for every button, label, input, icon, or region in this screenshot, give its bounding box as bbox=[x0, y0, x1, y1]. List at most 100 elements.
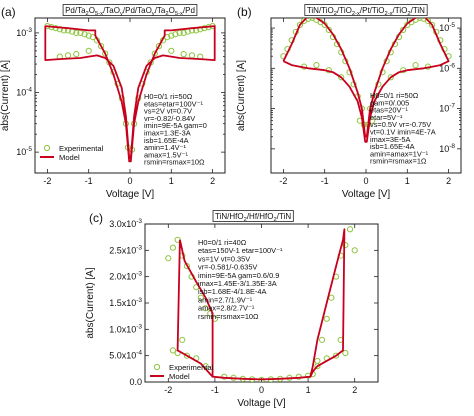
experimental-point-b bbox=[321, 21, 328, 28]
y-tick-label-a-base: 10 bbox=[16, 88, 26, 98]
y-tick-label-a: 10-3 bbox=[16, 27, 32, 38]
param-line-c: H0=0/1 ri=40Ω bbox=[198, 238, 247, 247]
param-line-b: etas=20V⁻¹ bbox=[370, 106, 408, 115]
x-tick-label-b: -2 bbox=[279, 176, 287, 186]
x-axis-label-c: Voltage [V] bbox=[237, 398, 286, 409]
title-part: Pd/Ta bbox=[65, 6, 86, 15]
y-tick-label-b-exp: -7 bbox=[449, 103, 455, 110]
y-tick-label-a: 10-4 bbox=[16, 87, 32, 98]
panel-title-text-a: Pd/Ta2O5-x/TaOy/Pd/TaOy/Ta2O5-x/Pd bbox=[65, 6, 195, 17]
param-line-c: rsmin=rsmax=10Ω bbox=[198, 312, 259, 321]
param-line-b: imax=3E-5A bbox=[370, 135, 411, 144]
param-line-a: isb=1.65E-4A bbox=[144, 136, 189, 145]
legend-label-c: Model bbox=[169, 372, 190, 381]
experimental-point-a bbox=[180, 29, 187, 37]
experimental-point-b bbox=[313, 62, 320, 69]
y-tick-label-c-base: 3.0x10 bbox=[109, 219, 136, 229]
x-tick-label-b: 0 bbox=[363, 176, 368, 186]
experimental-point-a bbox=[73, 51, 80, 58]
y-tick-label-c: 0.0 bbox=[129, 377, 142, 387]
experimental-point-a bbox=[97, 43, 105, 50]
experimental-point-c bbox=[342, 349, 349, 357]
y-tick-label-c: 3.0x10-3 bbox=[109, 218, 142, 229]
x-axis-label-b: Voltage [V] bbox=[342, 189, 391, 200]
x-tick-label-a: 1 bbox=[169, 176, 174, 186]
title-part: 2 bbox=[407, 11, 410, 17]
experimental-point-a bbox=[168, 47, 175, 54]
y-tick-label-b-base: 10 bbox=[439, 144, 449, 154]
experimental-point-a bbox=[85, 47, 92, 54]
param-line-b: etar=5V⁻¹ bbox=[370, 113, 403, 122]
y-tick-label-c: 1.5x10-3 bbox=[109, 297, 142, 308]
experimental-point-a bbox=[180, 51, 187, 58]
experimental-point-a bbox=[188, 52, 196, 59]
y-axis-label-a: abs(Current) [A] bbox=[0, 60, 11, 131]
y-tick-label-a-base: 10 bbox=[16, 28, 26, 38]
title-part: /TaO bbox=[103, 6, 120, 15]
y-tick-label-c-exp: -3 bbox=[136, 271, 142, 278]
param-line-b: gam=0/.005 bbox=[370, 98, 409, 107]
param-line-a: amax=1.5V⁻¹ bbox=[144, 150, 188, 159]
x-tick-label-a: 0 bbox=[127, 176, 132, 186]
series-group-a bbox=[44, 23, 216, 163]
panel-label-c: (c) bbox=[89, 211, 103, 225]
y-tick-label-c-base: 2.0x10 bbox=[109, 272, 136, 282]
title-part: 5-x bbox=[95, 11, 103, 17]
y-tick-label-b: 10-8 bbox=[439, 143, 455, 154]
experimental-point-a bbox=[172, 31, 179, 38]
x-tick-label-b: 2 bbox=[446, 176, 451, 186]
title-part: /TiN bbox=[277, 212, 292, 221]
title-part: /Pd/TaO bbox=[123, 6, 152, 15]
experimental-point-c bbox=[197, 294, 205, 301]
panel-label-a: (a) bbox=[1, 5, 16, 19]
legend-marker-experimental-a bbox=[43, 144, 51, 152]
y-tick-label-c-base: 0.0 bbox=[129, 377, 142, 387]
y-tick-label-b: 10-6 bbox=[439, 62, 455, 73]
x-tick-label-a: -2 bbox=[43, 176, 51, 186]
y-tick-label-a-exp: -4 bbox=[26, 87, 32, 94]
y-tick-label-c-exp: -4 bbox=[136, 350, 142, 357]
experimental-point-a bbox=[151, 50, 158, 57]
param-line-c: imin=9E-5A gam=0.6/0.9 bbox=[198, 271, 279, 280]
x-tick-label-c: -1 bbox=[211, 385, 219, 395]
experimental-point-a bbox=[155, 43, 163, 50]
experimental-point-b bbox=[416, 18, 423, 21]
experimental-point-b bbox=[338, 74, 345, 81]
title-part: /Ta bbox=[155, 6, 166, 15]
param-line-c: vr=-0.581/-0.635V bbox=[198, 263, 257, 272]
param-line-b: amin=amax=1V⁻¹ bbox=[370, 149, 429, 158]
param-line-a: rsmin=rsmax=10Ω bbox=[144, 158, 205, 167]
experimental-point-c bbox=[165, 255, 172, 262]
param-line-a: vr=-0.82/-0.84V bbox=[144, 114, 195, 123]
y-tick-label-b: 10-7 bbox=[439, 103, 455, 114]
experimental-point-b bbox=[412, 62, 419, 69]
model-line-a bbox=[44, 25, 216, 163]
experimental-point-c bbox=[346, 226, 354, 233]
title-part: O bbox=[89, 6, 95, 15]
experimental-point-c bbox=[318, 336, 326, 343]
legend-label-a: Experimental bbox=[59, 144, 104, 153]
panel-label-b: (b) bbox=[237, 5, 252, 19]
title-part: 2 bbox=[165, 11, 168, 17]
param-line-b: isb=1.65E-4A bbox=[370, 142, 415, 151]
experimental-point-b bbox=[424, 18, 432, 25]
experimental-point-a bbox=[102, 50, 109, 57]
title-part: /Pt/TiO bbox=[360, 6, 385, 15]
experimental-point-b bbox=[428, 21, 436, 28]
y-tick-label-b-base: 10 bbox=[439, 23, 449, 33]
y-tick-label-b: 10-5 bbox=[439, 22, 455, 33]
experimental-point-c bbox=[332, 352, 340, 359]
experimental-point-b bbox=[296, 21, 304, 28]
x-tick-label-b: 1 bbox=[405, 176, 410, 186]
y-tick-label-c: 2.5x10-3 bbox=[109, 244, 142, 255]
y-tick-label-b-base: 10 bbox=[439, 104, 449, 114]
param-line-b: H0=0/1 ri=50Ω bbox=[370, 91, 419, 100]
title-part: 2 bbox=[334, 11, 337, 17]
param-line-c: amax=2.8/2.7V⁻¹ bbox=[198, 304, 255, 313]
series-group-b bbox=[280, 18, 452, 143]
legend-label-c: Experimental bbox=[169, 363, 214, 372]
panel-title-box-a bbox=[62, 4, 198, 16]
legend-label-a: Model bbox=[59, 153, 80, 162]
